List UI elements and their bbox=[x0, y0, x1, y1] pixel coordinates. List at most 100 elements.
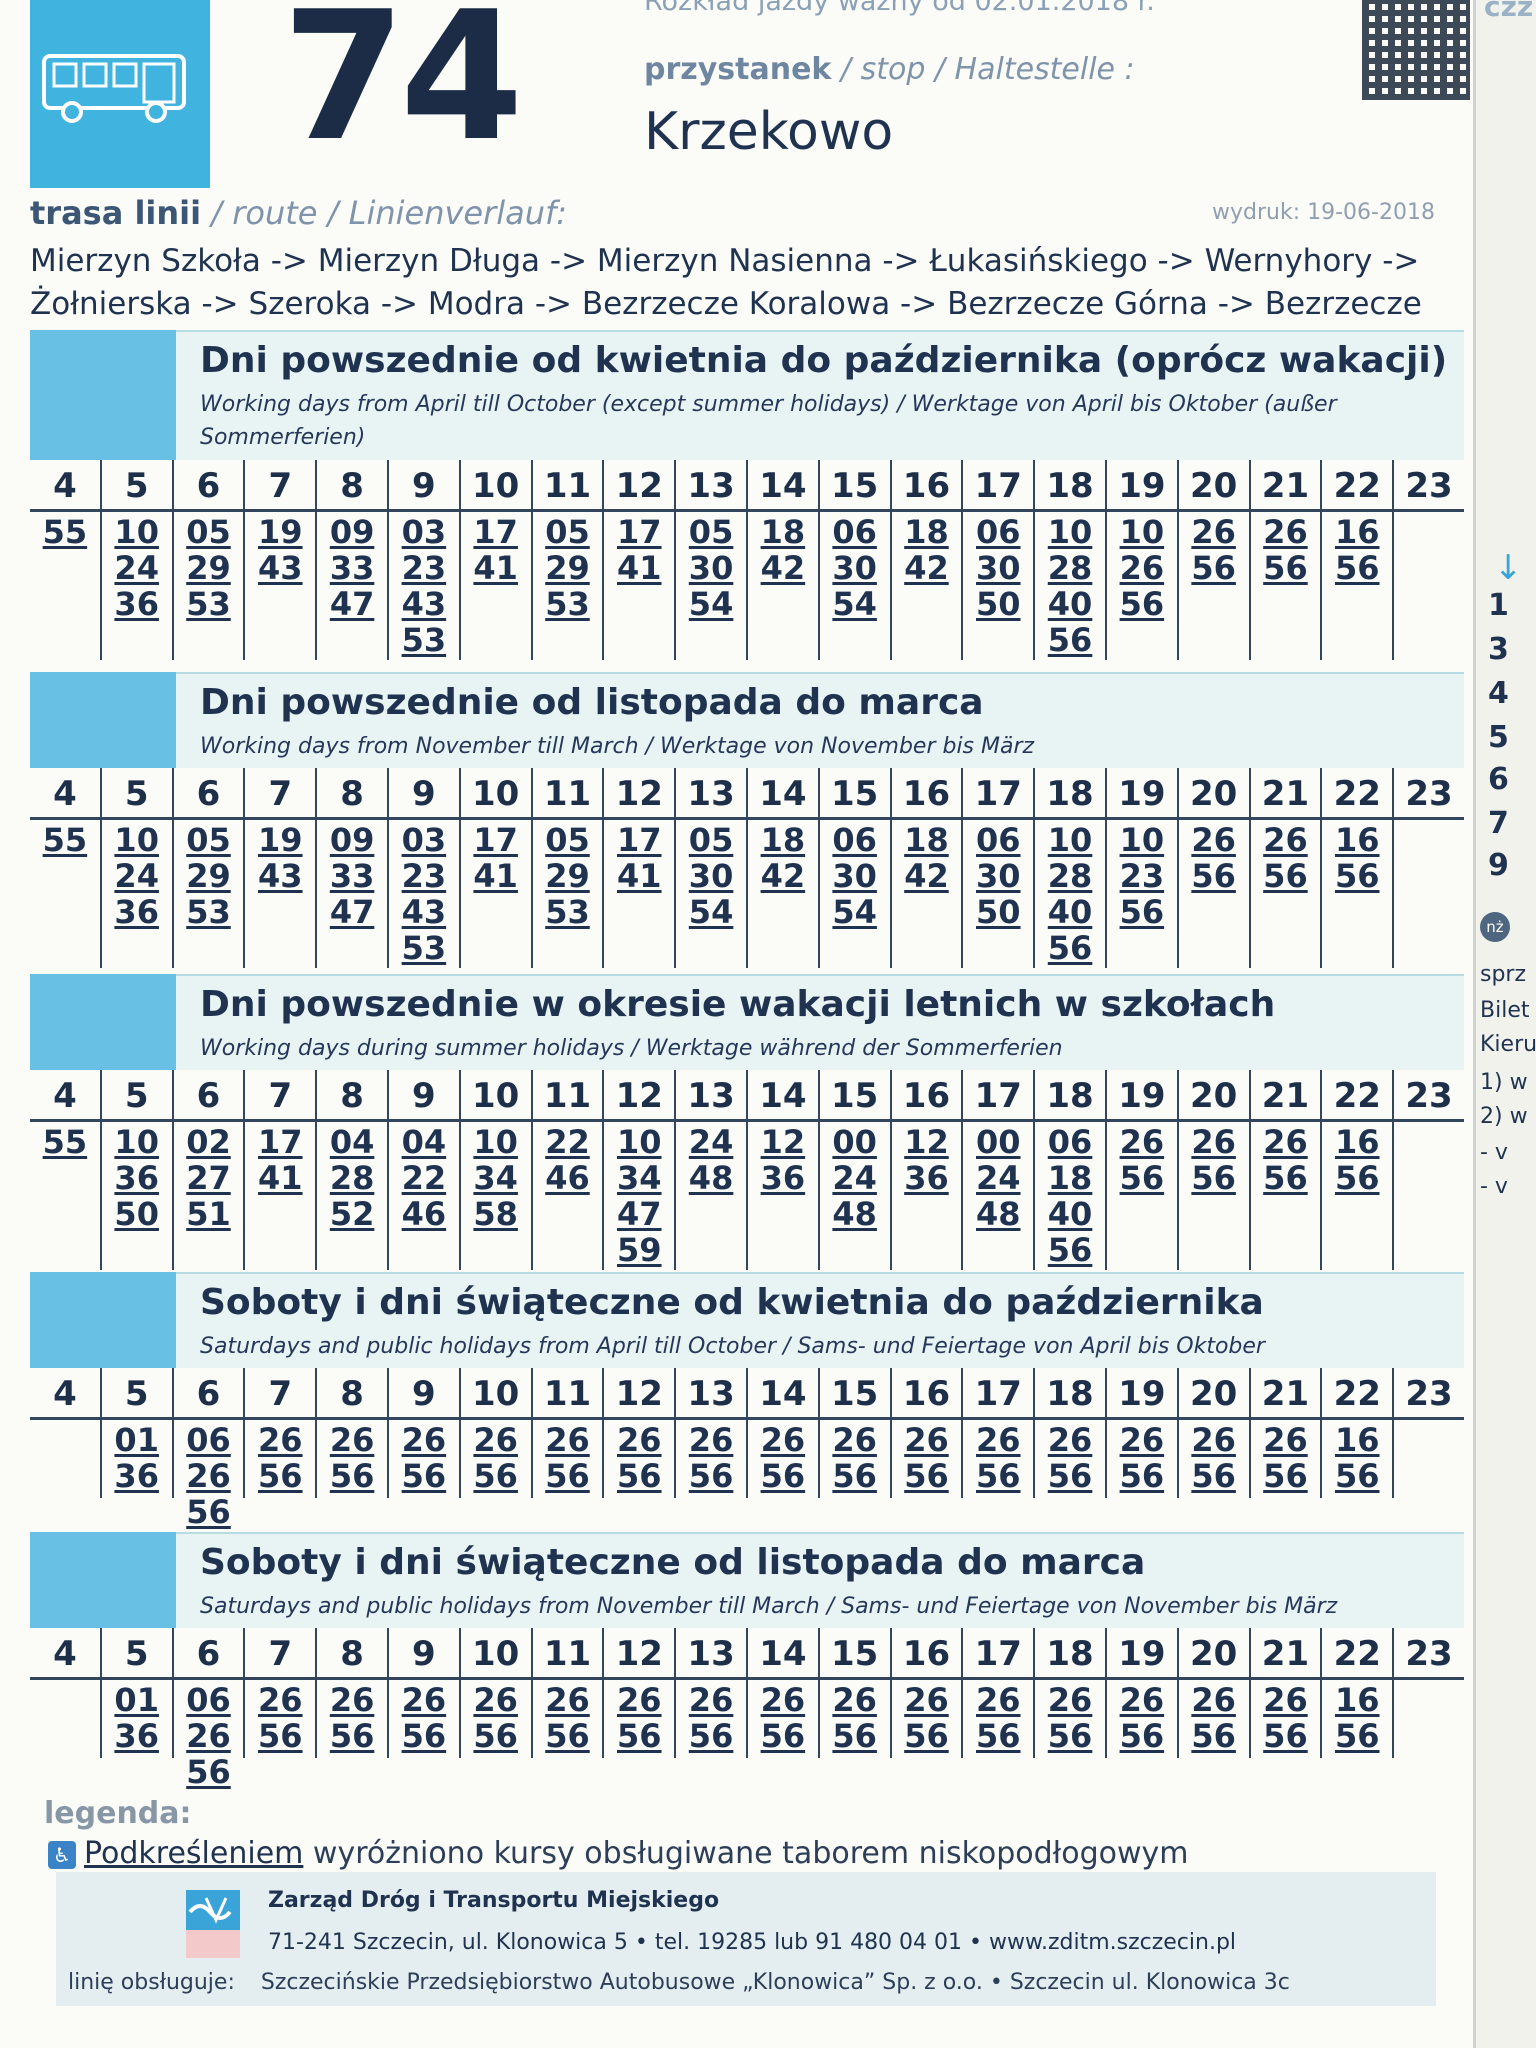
hour-label: 17 bbox=[963, 1628, 1034, 1680]
hour-column: 5 10 24 36 bbox=[99, 768, 172, 968]
section-band bbox=[176, 1532, 1464, 1628]
right-column-text: 1) w bbox=[1480, 1070, 1528, 1095]
departure-minute: 26 bbox=[688, 1681, 734, 1719]
departure-minute: 23 bbox=[1119, 857, 1165, 895]
hour-label: 17 bbox=[963, 1368, 1034, 1420]
hour-column: 21 26 56 bbox=[1248, 460, 1321, 660]
hour-column: 11 22 46 bbox=[530, 1070, 603, 1270]
hour-column: 11 26 56 bbox=[530, 1368, 603, 1498]
departure-minute: 56 bbox=[1119, 1717, 1165, 1755]
departure-minute: 06 bbox=[975, 821, 1021, 859]
hour-column: 16 12 36 bbox=[889, 1070, 962, 1270]
hour-label: 8 bbox=[317, 1628, 387, 1680]
departure-minute: 04 bbox=[329, 1123, 375, 1161]
hour-column: 10 26 56 bbox=[458, 1368, 531, 1498]
departure-minute: 17 bbox=[473, 513, 518, 551]
minutes-list: 10 36 50 bbox=[102, 1122, 172, 1232]
hour-label: 10 bbox=[460, 460, 531, 512]
hour-label: 22 bbox=[1322, 1368, 1393, 1420]
departure-minute: 26 bbox=[401, 1421, 447, 1459]
minutes-list: 26 56 bbox=[963, 1680, 1033, 1754]
minutes-list: 26 56 bbox=[1179, 512, 1249, 586]
section-subtitle: Working days from April till October (ex… bbox=[200, 392, 1337, 450]
minutes-list: 26 56 bbox=[1251, 820, 1321, 894]
departure-minute: 41 bbox=[617, 549, 662, 587]
hour-label: 8 bbox=[317, 1070, 387, 1122]
hour-label: 16 bbox=[891, 768, 962, 820]
hour-label: 23 bbox=[1394, 1628, 1464, 1680]
minutes-list: 05 29 53 bbox=[533, 512, 603, 622]
departure-minute: 26 bbox=[473, 1681, 518, 1719]
departure-minute: 10 bbox=[114, 513, 159, 551]
departure-minute: 26 bbox=[1119, 1681, 1165, 1719]
hour-column: 6 05 29 53 bbox=[171, 460, 244, 660]
minutes-list: 26 56 bbox=[389, 1420, 459, 1494]
hour-label: 14 bbox=[747, 1628, 818, 1680]
hour-column: 14 18 42 bbox=[745, 768, 818, 968]
legend-title: legenda: bbox=[44, 1796, 192, 1831]
departure-minute: 28 bbox=[1047, 857, 1093, 895]
departure-minute: 26 bbox=[473, 1421, 518, 1459]
hour-label: 4 bbox=[30, 460, 100, 512]
minutes-list: 10 28 40 56 bbox=[1035, 512, 1105, 658]
departure-minute: 26 bbox=[1263, 821, 1308, 859]
minutes-list: 24 48 bbox=[676, 1122, 746, 1196]
section-header: Soboty i dni świąteczne od kwietnia do p… bbox=[30, 1272, 1464, 1368]
departure-minute: 56 bbox=[473, 1457, 518, 1495]
departure-minute: 53 bbox=[401, 929, 447, 967]
minutes-list: 26 56 bbox=[389, 1680, 459, 1754]
departure-minute: 41 bbox=[473, 549, 518, 587]
hour-column: 19 26 56 bbox=[1104, 1070, 1177, 1270]
hour-label: 15 bbox=[819, 460, 890, 512]
minutes-list bbox=[1394, 512, 1464, 514]
hour-column: 10 17 41 bbox=[458, 768, 531, 968]
hour-column: 5 10 36 50 bbox=[99, 1070, 172, 1270]
section-band bbox=[176, 1272, 1464, 1368]
hour-column: 7 17 41 bbox=[243, 1070, 316, 1270]
hour-column: 12 17 41 bbox=[602, 460, 675, 660]
hour-label: 23 bbox=[1394, 1368, 1464, 1420]
departure-minute: 06 bbox=[975, 513, 1021, 551]
section-title: Soboty i dni świąteczne od listopada do … bbox=[200, 1542, 1146, 1583]
departure-minute: 26 bbox=[1119, 549, 1165, 587]
departure-minute: 56 bbox=[832, 1717, 877, 1755]
minutes-list: 19 43 bbox=[245, 820, 315, 894]
hour-column: 12 10 34 47 59 bbox=[602, 1070, 675, 1270]
hour-column: 7 19 43 bbox=[243, 768, 316, 968]
hour-column: 20 26 56 bbox=[1176, 1070, 1249, 1270]
hour-label: 18 bbox=[1035, 1368, 1105, 1420]
departure-minute: 56 bbox=[1119, 1159, 1165, 1197]
hour-column: 6 06 26 56 bbox=[171, 1628, 244, 1790]
departure-minute: 56 bbox=[1119, 585, 1165, 623]
minutes-list: 05 30 54 bbox=[676, 820, 746, 930]
minutes-list: 26 56 bbox=[317, 1680, 387, 1754]
departure-minute: 43 bbox=[258, 549, 303, 587]
footer: Zarząd Dróg i Transportu Miejskiego 71-2… bbox=[56, 1872, 1436, 2006]
departure-minute: 53 bbox=[186, 585, 231, 623]
departure-minute: 22 bbox=[545, 1123, 590, 1161]
departure-minute: 26 bbox=[688, 1421, 734, 1459]
hour-label: 20 bbox=[1178, 1368, 1249, 1420]
departure-minute: 30 bbox=[688, 549, 734, 587]
hour-column: 18 10 28 40 56 bbox=[1033, 460, 1105, 660]
minutes-list: 10 34 47 59 bbox=[604, 1122, 674, 1268]
organization-name: Zarząd Dróg i Transportu Miejskiego bbox=[268, 1888, 720, 1913]
hour-column: 15 06 30 54 bbox=[817, 460, 890, 660]
minutes-list: 10 26 56 bbox=[1107, 512, 1177, 622]
departure-minute: 42 bbox=[760, 857, 806, 895]
hour-column: 20 26 56 bbox=[1176, 460, 1249, 660]
section-title: Dni powszednie w okresie wakacji letnich… bbox=[200, 984, 1276, 1025]
departure-minute: 17 bbox=[617, 513, 662, 551]
departure-minute: 51 bbox=[186, 1195, 231, 1233]
departure-minute: 36 bbox=[114, 1717, 159, 1755]
departure-minute: 56 bbox=[975, 1457, 1021, 1495]
hour-column: 9 26 56 bbox=[386, 1628, 459, 1758]
section-band bbox=[176, 330, 1464, 460]
operator-line: linię obsługuje: Szczecińskie Przedsiębio… bbox=[68, 1970, 1290, 1995]
hour-label: 18 bbox=[1035, 1628, 1105, 1680]
minutes-list: 26 56 bbox=[1251, 1680, 1321, 1754]
right-column-text: Kieru bbox=[1480, 1032, 1536, 1057]
right-column-number: 3 bbox=[1488, 632, 1509, 667]
departure-minute: 42 bbox=[904, 857, 949, 895]
hour-column: 15 26 56 bbox=[817, 1628, 890, 1758]
